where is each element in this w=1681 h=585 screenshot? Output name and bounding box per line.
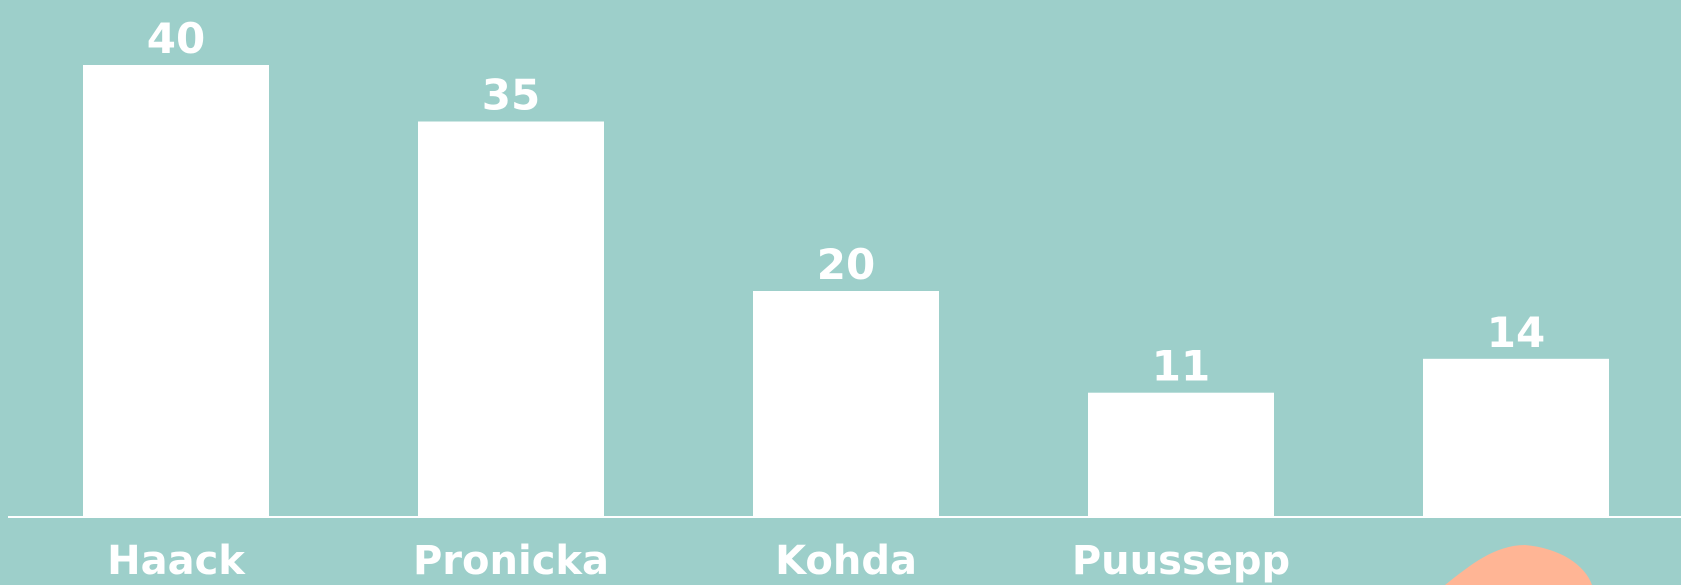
x-tick-label: Puussepp (1072, 538, 1290, 584)
bar (418, 122, 604, 518)
bar (1088, 393, 1274, 517)
value-label: 14 (1487, 308, 1545, 357)
chart: 40 Haack 35 Pronicka 20 Kohda 11 Puussepp 14 (0, 0, 1681, 585)
bar (753, 291, 939, 517)
value-label: 20 (817, 240, 875, 289)
bar (1423, 359, 1609, 517)
value-label: 35 (482, 71, 540, 120)
value-label: 11 (1152, 342, 1210, 391)
value-label: 40 (147, 14, 205, 63)
x-tick-label: Haack (107, 538, 246, 584)
x-tick-label: Pronicka (413, 538, 609, 584)
x-tick-label: Kohda (775, 538, 917, 584)
bar (83, 65, 269, 517)
